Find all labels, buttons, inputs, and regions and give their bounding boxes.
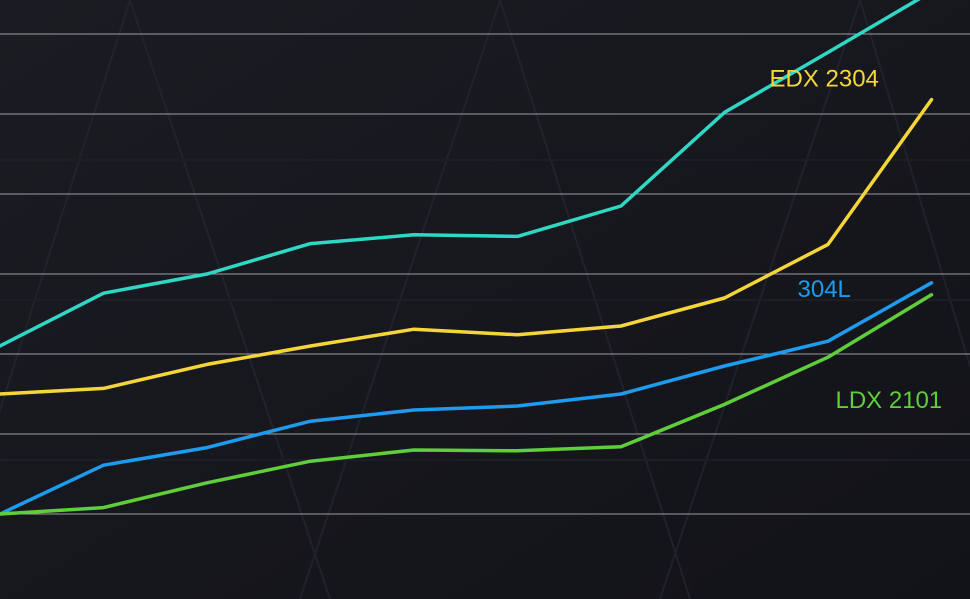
series-label-ldx-2101: LDX 2101 — [836, 387, 943, 414]
series-lines — [0, 0, 934, 516]
series-label-edx-2304: EDX 2304 — [770, 66, 879, 93]
series-label-304l: 304L — [798, 276, 851, 303]
gridlines — [0, 33, 970, 515]
series-line-304l — [0, 281, 934, 516]
series-line-edx-2304 — [0, 97, 934, 396]
series-line-ldx-2101 — [0, 293, 934, 516]
series-line-316l — [0, 0, 921, 348]
